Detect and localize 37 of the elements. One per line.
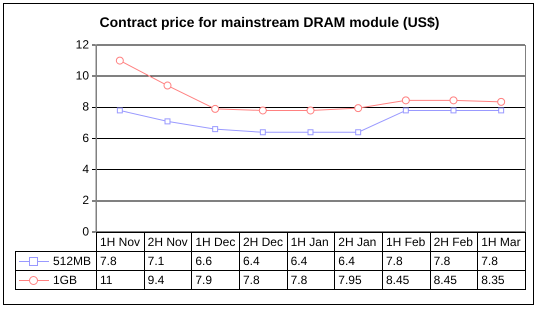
x-tick-label: 1H Nov <box>96 232 144 252</box>
y-tick-label: 2 <box>82 193 90 208</box>
data-label: 7.8 <box>239 270 288 290</box>
data-label: 7.8 <box>430 252 478 270</box>
x-tick-label: 2H Dec <box>239 232 288 252</box>
data-label: 9.4 <box>144 270 192 290</box>
x-tick-label: 2H Jan <box>334 232 382 252</box>
data-label: 7.8 <box>478 252 526 270</box>
y-tick-label: 8 <box>82 100 90 114</box>
data-label: 8.45 <box>382 270 430 290</box>
data-label: 6.4 <box>239 252 288 270</box>
data-label: 8.45 <box>430 270 478 290</box>
x-tick-label: 2H Feb <box>430 232 478 252</box>
data-label: 7.95 <box>334 270 382 290</box>
data-label: 7.8 <box>96 252 144 270</box>
data-label: 11 <box>96 270 144 290</box>
x-tick-label: 1H Dec <box>192 232 240 252</box>
data-label: 6.4 <box>334 252 382 270</box>
data-label: 7.8 <box>287 270 335 290</box>
y-tick-label: 10 <box>76 68 90 82</box>
legend-label: 512MB <box>16 252 96 270</box>
chart-title: Contract price for mainstream DRAM module (US$) <box>98 14 440 30</box>
x-tick-label: 1H Jan <box>287 232 335 252</box>
data-label: 8.35 <box>478 270 526 290</box>
y-tick-label: 4 <box>82 162 90 176</box>
y-tick-label: 6 <box>82 130 90 145</box>
data-label: 7.1 <box>144 252 192 270</box>
y-tick-label: 0 <box>82 224 90 238</box>
legend-label: 1GB <box>16 270 96 290</box>
y-tick-label: 12 <box>76 37 90 52</box>
data-label: 6.6 <box>192 252 240 270</box>
x-tick-label: 1H Mar <box>478 232 526 252</box>
data-label: 6.4 <box>287 252 335 270</box>
data-label: 7.8 <box>382 252 430 270</box>
x-tick-label: 1H Feb <box>382 232 430 252</box>
x-tick-label: 2H Nov <box>144 232 192 252</box>
data-label: 7.9 <box>192 270 240 290</box>
